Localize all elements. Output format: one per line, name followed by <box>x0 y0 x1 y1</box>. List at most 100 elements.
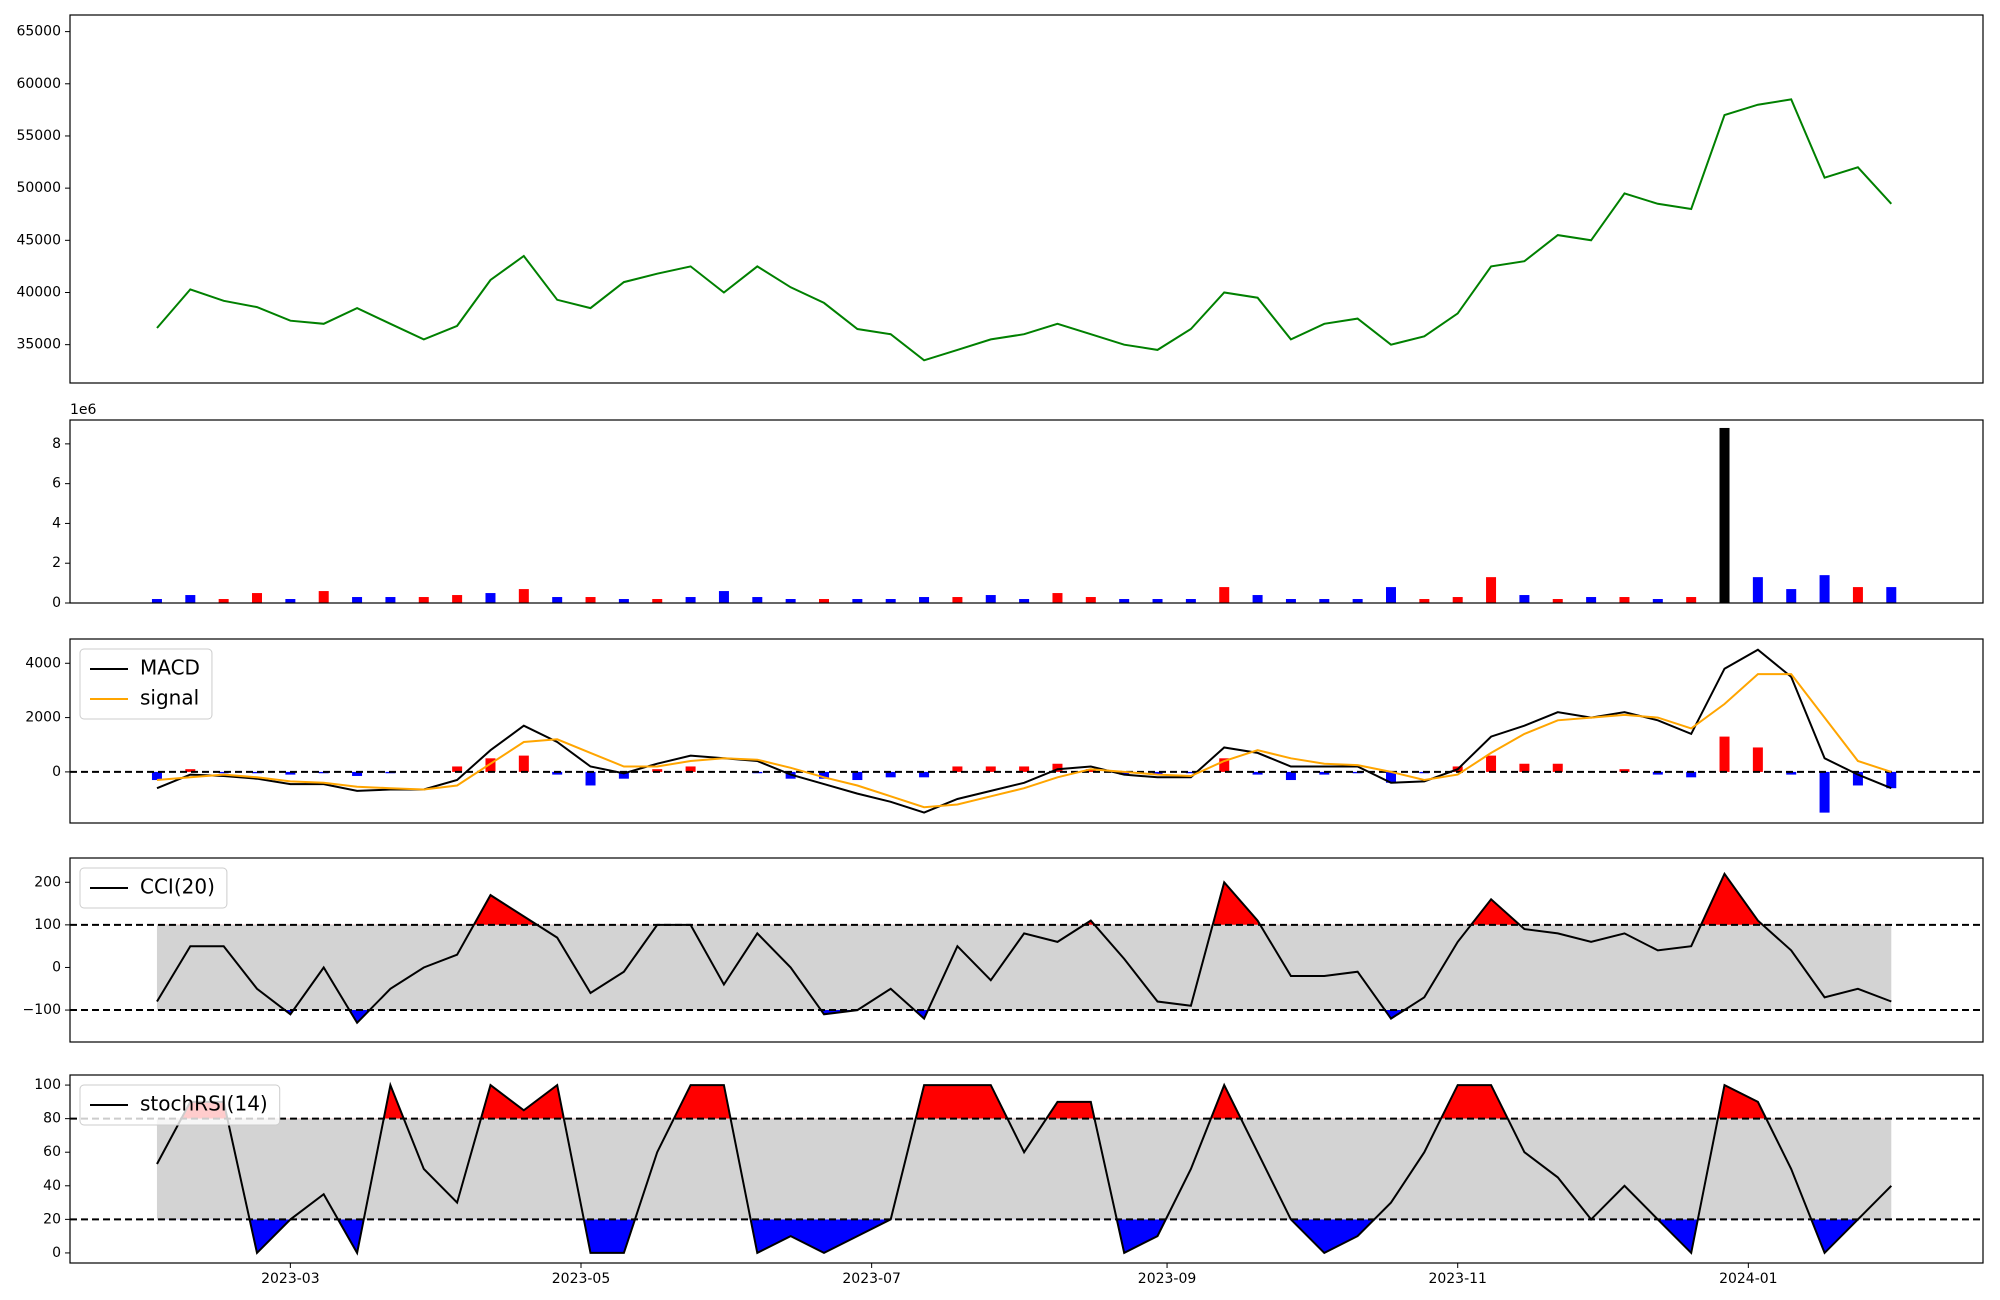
y-tick-label: 0 <box>52 764 61 780</box>
bar <box>1886 587 1897 603</box>
bar <box>618 599 629 603</box>
bar <box>1285 771 1296 781</box>
bar <box>1152 771 1163 775</box>
bar <box>585 597 596 603</box>
bar <box>1752 747 1763 772</box>
y-tick-label: 20 <box>43 1211 61 1227</box>
bar <box>652 599 663 603</box>
line <box>156 1081 1893 1256</box>
y-tick-label: 4000 <box>25 655 61 671</box>
y-tick-label: 50000 <box>16 180 61 196</box>
bar <box>685 597 696 603</box>
legend-label: MACD <box>140 656 200 680</box>
bar <box>585 771 596 786</box>
bar <box>1786 589 1797 603</box>
bar <box>1619 769 1630 772</box>
y-tick-label: 60 <box>43 1144 61 1160</box>
y-tick-label: 0 <box>52 595 61 611</box>
bar <box>385 597 396 603</box>
y-tick-label: 35000 <box>16 337 61 353</box>
x-tick-label: 2023-11 <box>1428 1271 1487 1287</box>
bar <box>518 755 529 772</box>
y-tick-label: 2000 <box>25 710 61 726</box>
x-tick-label: 2023-09 <box>1138 1271 1197 1287</box>
y-tick-label: 60000 <box>16 76 61 92</box>
bar <box>852 599 863 603</box>
bar <box>1385 771 1396 783</box>
bar <box>1252 771 1263 775</box>
axes-frame <box>69 419 1984 604</box>
bar <box>1352 599 1363 603</box>
bar <box>352 771 363 776</box>
y-tick-label: 80 <box>43 1111 61 1127</box>
x-tick-label: 2023-05 <box>552 1271 611 1287</box>
x-tick-label: 2024-01 <box>1719 1271 1778 1287</box>
bar <box>885 771 896 778</box>
bar <box>151 599 162 603</box>
bar <box>418 597 429 603</box>
y-tick-label: 100 <box>34 1077 61 1093</box>
bar <box>352 597 363 603</box>
bar <box>1385 587 1396 603</box>
y-tick-label: 0 <box>52 1245 61 1261</box>
bar <box>1119 771 1130 775</box>
bar <box>1252 595 1263 603</box>
bar <box>318 591 329 603</box>
y-tick-label: −100 <box>23 1002 61 1018</box>
y-tick-label: 8 <box>52 436 61 452</box>
y-tick-label: 200 <box>34 874 61 890</box>
legend-box <box>79 1084 281 1126</box>
bar <box>852 771 863 781</box>
bar <box>485 593 496 603</box>
neutral-band <box>156 1118 1892 1220</box>
bar <box>1219 758 1230 772</box>
bar <box>452 766 463 772</box>
y-tick-label: 100 <box>34 917 61 933</box>
line <box>156 871 1892 1025</box>
bar <box>1319 599 1330 603</box>
bar <box>185 595 196 603</box>
overbought-fill <box>156 1085 1892 1119</box>
bar <box>1486 755 1497 772</box>
legend-box <box>79 867 228 909</box>
bar <box>819 771 830 779</box>
panel <box>156 98 1893 362</box>
bar <box>952 766 963 772</box>
y-tick-label: 65000 <box>16 24 61 40</box>
bar <box>1219 587 1230 603</box>
bar <box>919 597 930 603</box>
panel <box>151 427 1897 603</box>
legend-box <box>79 648 213 720</box>
bar <box>452 595 463 603</box>
bar <box>1819 575 1830 603</box>
bar <box>151 771 162 781</box>
bar <box>552 771 563 775</box>
bar <box>919 771 930 778</box>
bar <box>685 766 696 772</box>
bar <box>518 589 529 603</box>
x-tick-label: 2023-07 <box>842 1271 901 1287</box>
y-tick-label: 45000 <box>16 232 61 248</box>
y-tick-label: 40000 <box>16 284 61 300</box>
bar <box>1085 769 1096 772</box>
bar <box>618 771 629 779</box>
bar <box>1019 766 1030 772</box>
bar <box>1852 587 1863 603</box>
bar <box>1652 599 1663 603</box>
bar <box>218 599 229 603</box>
legend: MACD signal <box>79 648 213 720</box>
panel <box>70 871 1983 1025</box>
bar <box>652 769 663 772</box>
bar <box>1519 595 1530 603</box>
y-tick-label: 55000 <box>16 128 61 144</box>
axes-frame <box>69 857 1984 1043</box>
axes-frame <box>69 638 1984 824</box>
bar <box>952 597 963 603</box>
bar <box>985 595 996 603</box>
x-tick-label: 2023-03 <box>261 1271 320 1287</box>
y-tick-label: 0 <box>52 959 61 975</box>
bar <box>1786 771 1797 775</box>
bar <box>1652 771 1663 775</box>
